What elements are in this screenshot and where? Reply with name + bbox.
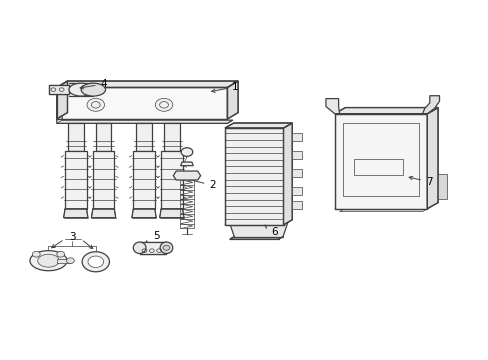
Polygon shape xyxy=(57,81,238,87)
Ellipse shape xyxy=(69,83,93,96)
Polygon shape xyxy=(227,81,238,119)
Polygon shape xyxy=(292,151,302,159)
Ellipse shape xyxy=(57,251,64,257)
Polygon shape xyxy=(224,128,283,225)
Polygon shape xyxy=(49,85,69,94)
Polygon shape xyxy=(68,123,83,151)
Polygon shape xyxy=(334,108,437,114)
Polygon shape xyxy=(224,222,287,239)
Polygon shape xyxy=(173,171,200,180)
Text: 4: 4 xyxy=(80,79,107,89)
Text: 3: 3 xyxy=(69,232,76,242)
Ellipse shape xyxy=(87,98,104,111)
Text: 6: 6 xyxy=(264,225,277,237)
Polygon shape xyxy=(427,108,437,209)
Polygon shape xyxy=(57,258,70,263)
Bar xyxy=(353,159,402,175)
Polygon shape xyxy=(163,123,179,151)
Polygon shape xyxy=(334,114,427,209)
Polygon shape xyxy=(57,87,227,119)
Ellipse shape xyxy=(82,252,109,272)
Polygon shape xyxy=(325,99,339,114)
Ellipse shape xyxy=(163,245,169,250)
Ellipse shape xyxy=(32,251,40,257)
Polygon shape xyxy=(96,123,111,151)
Polygon shape xyxy=(292,187,302,195)
Polygon shape xyxy=(140,242,166,253)
Text: 7: 7 xyxy=(408,176,431,187)
Bar xyxy=(343,123,418,196)
Polygon shape xyxy=(292,201,302,209)
Polygon shape xyxy=(63,209,88,218)
Ellipse shape xyxy=(30,251,67,271)
Ellipse shape xyxy=(88,256,103,267)
Polygon shape xyxy=(292,169,302,177)
Ellipse shape xyxy=(181,148,192,156)
Text: 1: 1 xyxy=(211,82,239,93)
Polygon shape xyxy=(334,206,431,212)
Polygon shape xyxy=(57,116,232,123)
Polygon shape xyxy=(283,123,292,225)
Polygon shape xyxy=(180,162,193,166)
Polygon shape xyxy=(57,81,67,119)
Ellipse shape xyxy=(38,254,59,267)
Ellipse shape xyxy=(133,242,146,253)
Text: 5: 5 xyxy=(145,231,159,244)
Polygon shape xyxy=(133,151,155,209)
Polygon shape xyxy=(161,151,182,209)
Polygon shape xyxy=(65,151,86,209)
Polygon shape xyxy=(91,209,116,218)
Polygon shape xyxy=(422,96,439,114)
Ellipse shape xyxy=(155,98,172,111)
Polygon shape xyxy=(224,123,292,128)
Polygon shape xyxy=(132,209,156,218)
Polygon shape xyxy=(292,133,302,141)
Polygon shape xyxy=(437,174,446,199)
Polygon shape xyxy=(93,151,114,209)
Polygon shape xyxy=(159,209,183,218)
Polygon shape xyxy=(136,123,152,151)
Ellipse shape xyxy=(81,83,105,96)
Ellipse shape xyxy=(160,242,172,253)
Text: 2: 2 xyxy=(187,178,216,190)
Ellipse shape xyxy=(66,258,74,264)
